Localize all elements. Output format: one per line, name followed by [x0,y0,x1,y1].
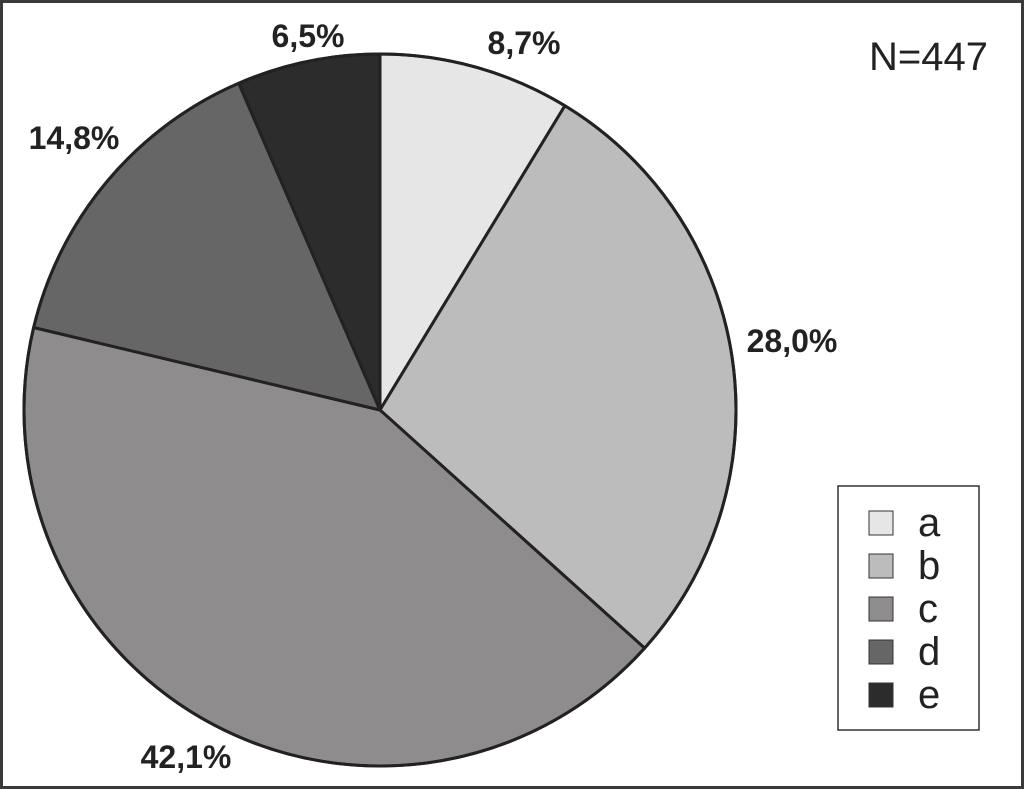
slice-label-a: 8,7% [488,25,561,61]
legend-label-a: a [918,501,941,545]
legend-swatch-e [868,682,894,708]
legend-label-d: d [918,630,940,674]
pie-value-labels: 8,7% 28,0% 42,1% 14,8% 6,5% [29,18,838,775]
legend-swatch-c [868,596,894,622]
legend-swatch-b [868,553,894,579]
slice-label-d: 14,8% [29,120,120,156]
pie-slices [22,52,738,768]
slice-label-c: 42,1% [141,739,232,775]
legend-swatch-a [868,510,894,536]
legend-box [837,485,980,731]
legend-label-c: c [918,587,938,631]
slice-label-e: 6,5% [272,18,345,54]
legend-label-e: e [918,673,940,717]
pie-outline [22,52,738,768]
legend-label-b: b [918,544,940,588]
sample-size-annotation: N=447 [869,35,988,79]
slice-label-b: 28,0% [747,323,838,359]
legend-swatch-d [868,639,894,665]
